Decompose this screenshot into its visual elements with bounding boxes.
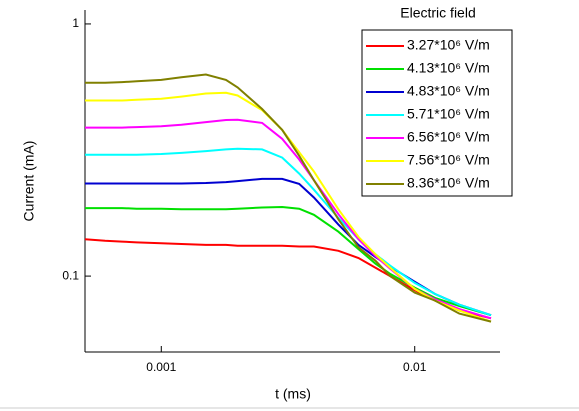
legend-label: 5.71*10⁶ V/m [407,106,490,122]
x-tick-label: 0.01 [403,360,427,374]
legend-label: 4.83*10⁶ V/m [407,83,490,99]
legend-label: 6.56*10⁶ V/m [407,129,490,145]
legend-label: 4.13*10⁶ V/m [407,60,490,76]
data-line [84,238,492,320]
legend-box [361,29,513,197]
x-tick-label: 0.001 [146,360,176,374]
legend-label: 7.56*10⁶ V/m [407,152,490,168]
legend-label: 3.27*10⁶ V/m [407,37,490,53]
legend-label: 8.36*10⁶ V/m [407,175,490,191]
y-tick-label: 1 [72,16,79,30]
legend-title: Electric field [400,5,475,21]
y-axis-label: Current (mA) [21,141,37,222]
data-line [85,73,492,323]
x-axis-label: t (ms) [275,386,311,402]
y-tick-label: 0.1 [62,268,79,282]
data-line [85,147,492,317]
